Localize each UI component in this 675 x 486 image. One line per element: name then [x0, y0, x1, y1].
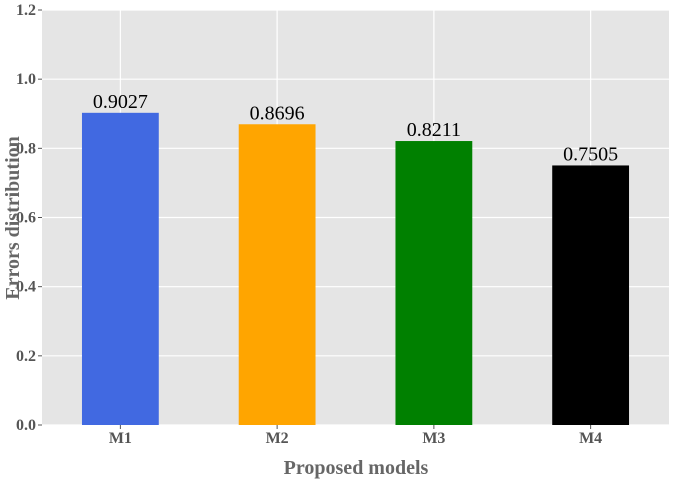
bar-m1: [81, 112, 159, 425]
x-tick-label-m4: M4: [579, 430, 602, 447]
y-tick-label: 0.0: [16, 417, 36, 434]
x-tick-label-m2: M2: [266, 430, 289, 447]
data-label-m1: 0.9027: [93, 91, 148, 113]
data-labels: 0.9027 0.8696 0.8211 0.7505: [93, 91, 618, 166]
y-tick-label: 1.2: [16, 2, 36, 19]
y-tick-label: 0.6: [16, 210, 36, 227]
bar-m4: [552, 165, 630, 425]
x-axis-title: Proposed models: [284, 457, 429, 479]
data-label-m2: 0.8696: [250, 102, 305, 124]
data-label-m3: 0.8211: [407, 119, 461, 141]
data-label-m4: 0.7505: [563, 143, 618, 165]
y-tick-label: 1.0: [16, 71, 36, 88]
x-tick-label-m1: M1: [109, 430, 132, 447]
bar-m3: [395, 141, 473, 425]
bar-m2: [238, 124, 316, 425]
y-tick-label: 0.4: [16, 279, 36, 296]
tick-labels: 0.0 0.2 0.4 0.6 0.8 1.0 1.2 M1 M2 M3 M4: [16, 2, 602, 447]
x-tick-label-m3: M3: [422, 430, 445, 447]
y-axis-title: Errors distribution: [2, 136, 24, 300]
y-tick-label: 0.8: [16, 140, 36, 157]
y-tick-label: 0.2: [16, 348, 36, 365]
bars: [81, 112, 630, 425]
